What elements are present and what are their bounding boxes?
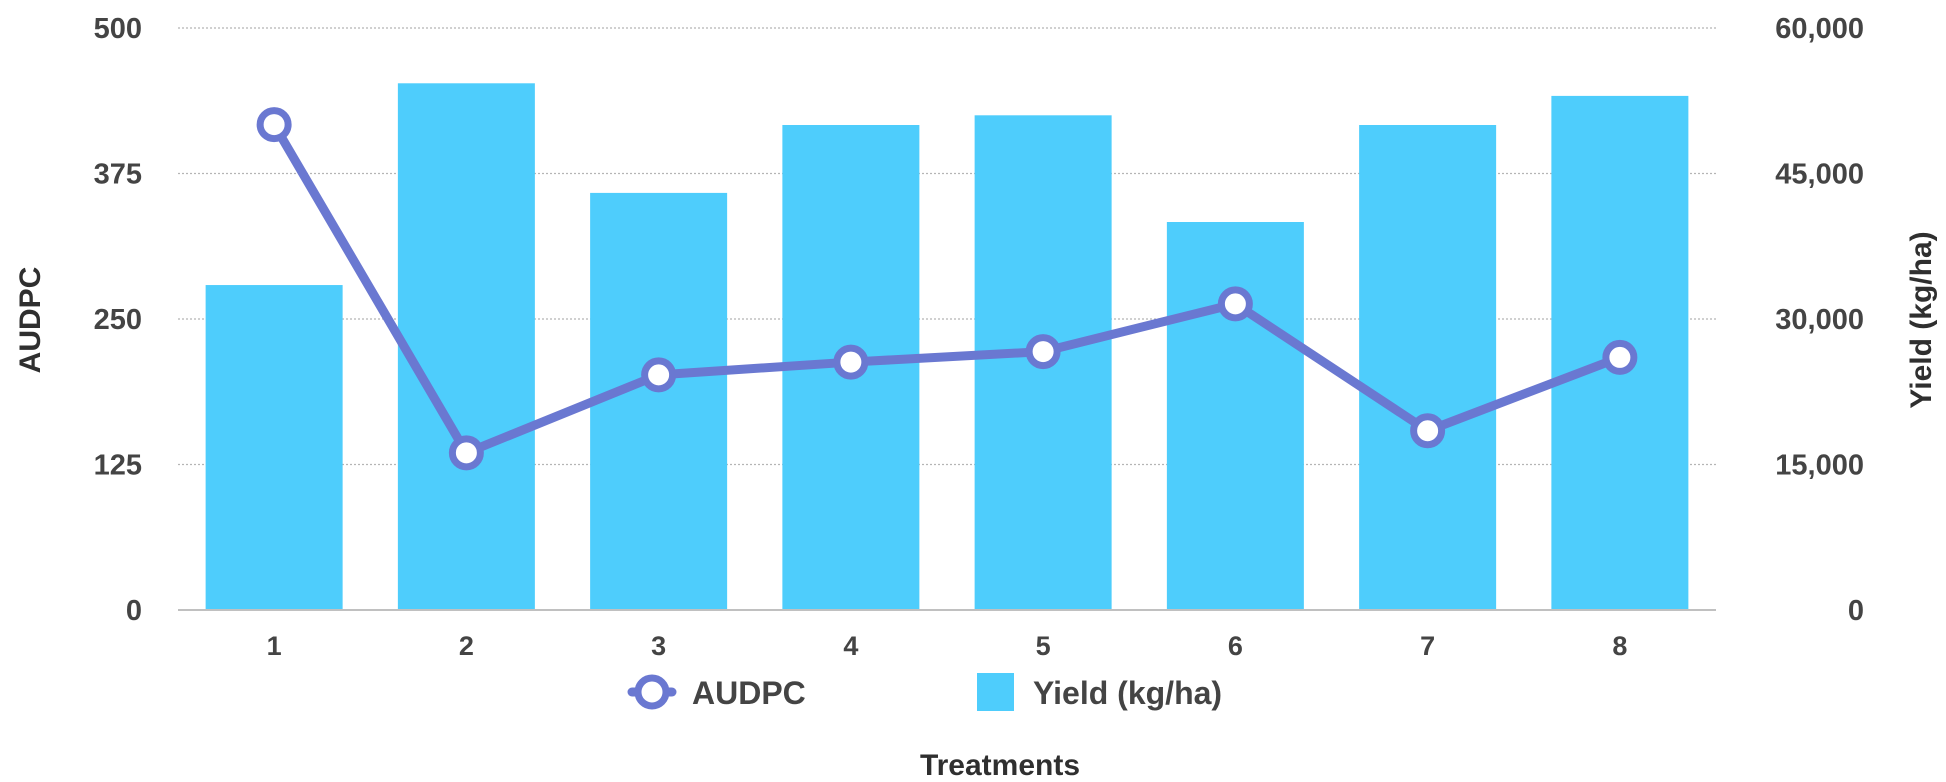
legend-item-audpc: AUDPC [627,674,806,711]
point-audpc-7 [1410,413,1446,449]
y-tick-label: 250 [94,304,142,336]
y-tick-label: 375 [94,159,142,191]
x-tick-label: 8 [1612,631,1627,661]
y-tick-label: 500 [94,13,142,45]
bar-yield-1 [205,285,343,610]
y2-tick-label: 30,000 [1775,304,1864,336]
y-tick-label: 125 [94,450,142,482]
legend-label-yield: Yield (kg/ha) [1033,675,1222,711]
left-axis-ticks: 0 125 250 375 500 [94,13,142,627]
x-tick-label: 7 [1420,631,1435,661]
point-audpc-4 [833,344,869,380]
x-axis-ticks: 1 2 3 4 5 6 7 8 [267,631,1628,661]
point-audpc-1 [256,107,292,143]
bar-yield-7 [1359,125,1497,610]
legend-circle-marker [634,674,670,710]
legend-bar-swatch [977,673,1014,711]
line-series-audpc [256,107,1638,471]
x-tick-label: 3 [651,631,666,661]
y2-tick-label: 0 [1848,595,1864,627]
x-tick-label: 1 [267,631,282,661]
x-tick-label: 2 [459,631,474,661]
y2-tick-label: 60,000 [1775,13,1864,45]
x-tick-label: 4 [843,631,858,661]
x-tick-label: 5 [1036,631,1051,661]
bar-yield-3 [590,192,728,610]
right-axis-ticks: 0 15,000 30,000 45,000 60,000 [1775,13,1864,627]
y-axis-title: AUDPC [14,267,47,374]
legend-item-yield: Yield (kg/ha) [977,673,1222,711]
y2-tick-label: 45,000 [1775,159,1864,191]
point-audpc-5 [1025,334,1061,370]
bar-series-yield [205,83,1689,611]
y-tick-label: 0 [126,595,142,627]
bar-yield-6 [1166,222,1304,610]
point-audpc-2 [448,435,484,471]
x-axis-title: Treatments [920,749,1080,782]
y2-axis-title: Yield (kg/ha) [1905,231,1938,408]
point-audpc-6 [1217,286,1253,322]
bar-yield-2 [397,83,535,611]
legend-label-audpc: AUDPC [692,675,806,711]
point-audpc-8 [1602,339,1638,375]
y2-tick-label: 15,000 [1775,450,1864,482]
legend: AUDPC Yield (kg/ha) [627,673,1222,711]
audpc-line [269,120,1625,458]
point-audpc-3 [641,357,677,393]
x-tick-label: 6 [1228,631,1243,661]
